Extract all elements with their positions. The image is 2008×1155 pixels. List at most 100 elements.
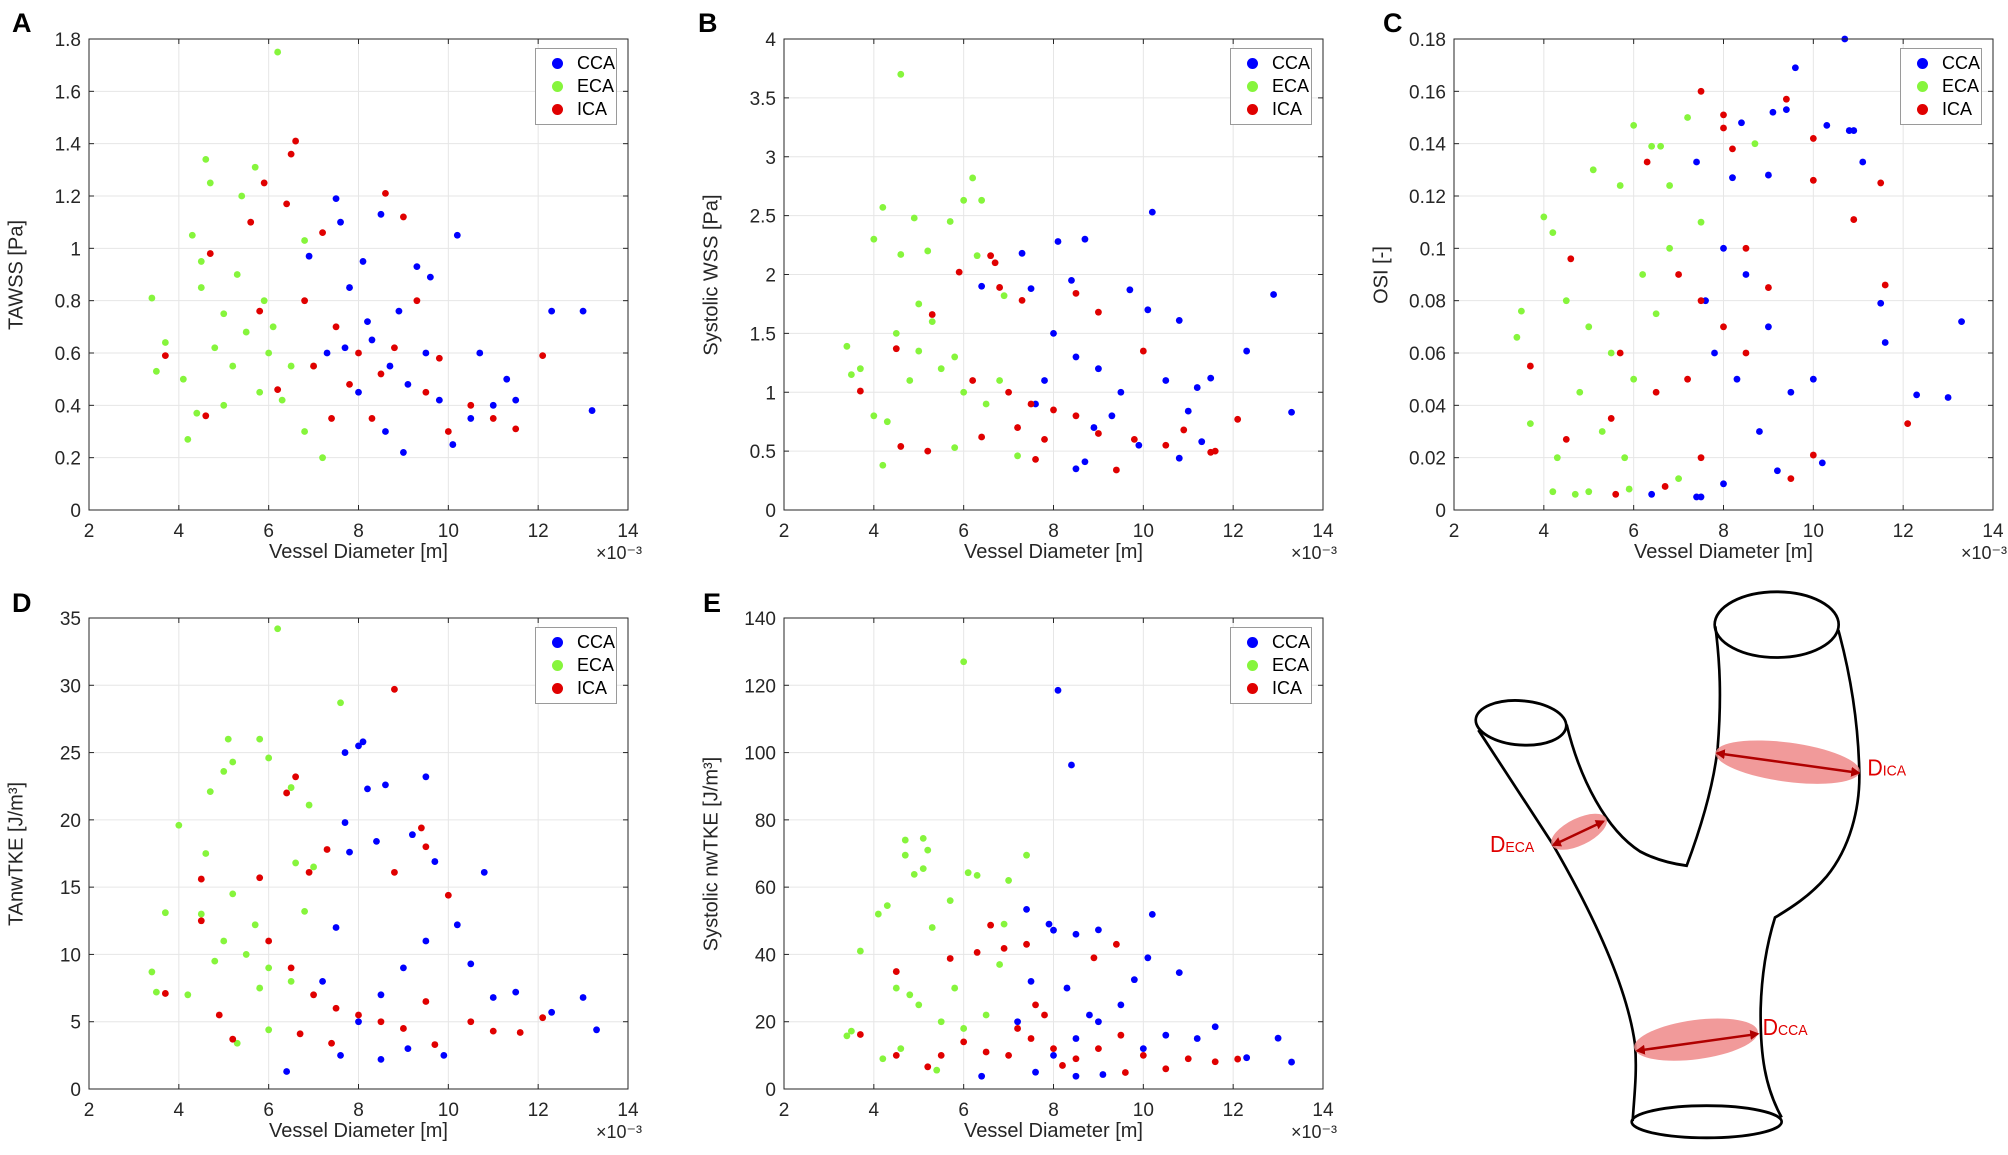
data-point-ica [1180,426,1188,434]
data-point-cca [1081,235,1089,243]
data-point-ica [382,189,389,197]
data-point-cca [341,344,349,352]
data-point-ica [1643,158,1651,166]
data-point-ica [422,843,430,851]
data-point-eca [915,1001,923,1009]
data-point-cca [1175,969,1183,976]
data-point-eca [1005,877,1012,884]
x-tick-label: 8 [1048,521,1059,542]
data-point-eca [960,388,968,396]
x-tick-label: 2 [84,521,95,542]
data-point-eca [1675,475,1682,482]
data-point-eca [1513,333,1521,341]
data-point-cca [1693,158,1700,166]
data-point-cca [1095,1018,1102,1026]
legend-label: ECA [1942,76,1980,96]
y-tick-label: 0 [70,501,81,522]
data-point-cca [579,994,587,1001]
data-point-ica [1612,490,1620,498]
legend-item-cca: CCA [536,52,616,75]
data-point-eca [1625,485,1633,493]
data-point-cca [467,415,475,422]
data-point-ica [1072,289,1080,297]
data-point-cca [355,1018,362,1026]
data-point-cca [1944,394,1952,401]
data-point-ica [1675,271,1682,278]
data-point-ica [368,415,376,422]
panel-label-c: C [1383,8,1403,38]
data-point-cca [1126,286,1134,294]
data-point-eca [933,1066,941,1074]
data-point-ica [197,875,205,883]
data-point-cca [449,441,457,448]
data-point-ica [892,968,900,975]
x-tick-label: 6 [958,1100,969,1121]
y-tick-label: 0.08 [1409,292,1446,313]
y-tick-label: 35 [60,609,81,630]
data-point-eca [1630,121,1638,129]
legend: CCA ECA ICA [535,627,617,704]
x-tick-label: 14 [1312,521,1334,542]
y-tick-label: 0 [70,1080,81,1101]
data-point-eca [1621,454,1629,462]
data-point-cca [422,773,430,781]
data-point-ica [1014,424,1021,431]
data-point-eca [301,907,308,915]
data-point-cca [978,282,986,290]
data-point-eca [1014,452,1021,460]
data-point-eca [1517,307,1525,315]
legend-marker-icon [1247,104,1258,115]
data-point-eca [897,251,905,258]
data-point-eca [924,846,932,854]
data-point-eca [1589,166,1597,174]
data-point-eca [1023,851,1030,859]
data-point-ica [202,412,210,420]
data-point-eca [287,784,295,791]
data-point-ica [256,307,264,315]
data-point-ica [287,150,295,158]
legend-item-ica: ICA [1231,98,1311,121]
data-point-ica [1742,349,1750,357]
data-point-cca [1756,428,1763,435]
data-point-cca [1958,318,1965,325]
data-point-ica [1211,447,1219,455]
data-point-ica [1130,435,1138,443]
x-tick-label: 10 [1133,521,1154,542]
data-point-eca [1684,114,1691,121]
outer-left-wall [1477,729,1638,1122]
data-point-cca [341,819,349,826]
data-point-eca [996,377,1003,384]
data-point-cca [1738,119,1745,127]
data-point-ica [1652,388,1660,396]
data-point-ica [1234,1055,1242,1063]
data-point-ica [1139,1051,1147,1059]
data-point-ica [265,937,273,945]
data-point-cca [431,858,439,865]
data-point-cca [1050,926,1057,934]
legend-label: ECA [577,76,615,96]
data-point-cca [1072,465,1080,473]
data-point-eca [220,310,228,318]
data-point-ica [512,425,520,433]
data-point-ica [946,955,954,962]
legend-item-eca: ECA [1901,75,1981,98]
x-tick-label: 14 [1982,521,2004,542]
y-tick-label: 0.4 [55,396,82,417]
data-point-ica [991,259,999,267]
legend-item-ica: ICA [1231,677,1311,700]
data-point-cca [1742,271,1750,278]
data-point-eca [1751,140,1759,148]
data-point-ica [1059,1062,1066,1069]
data-point-eca [206,788,214,795]
data-point-ica [982,1048,990,1056]
data-point-cca [426,273,434,281]
legend-label: ECA [1272,655,1310,675]
data-point-ica [391,344,398,352]
data-point-cca [1193,384,1201,391]
y-tick-label: 1.4 [55,135,82,156]
data-point-cca [1175,454,1183,462]
data-point-eca [879,461,887,469]
data-point-ica [1607,415,1615,422]
data-point-ica [1095,1045,1102,1053]
data-point-eca [220,768,228,775]
